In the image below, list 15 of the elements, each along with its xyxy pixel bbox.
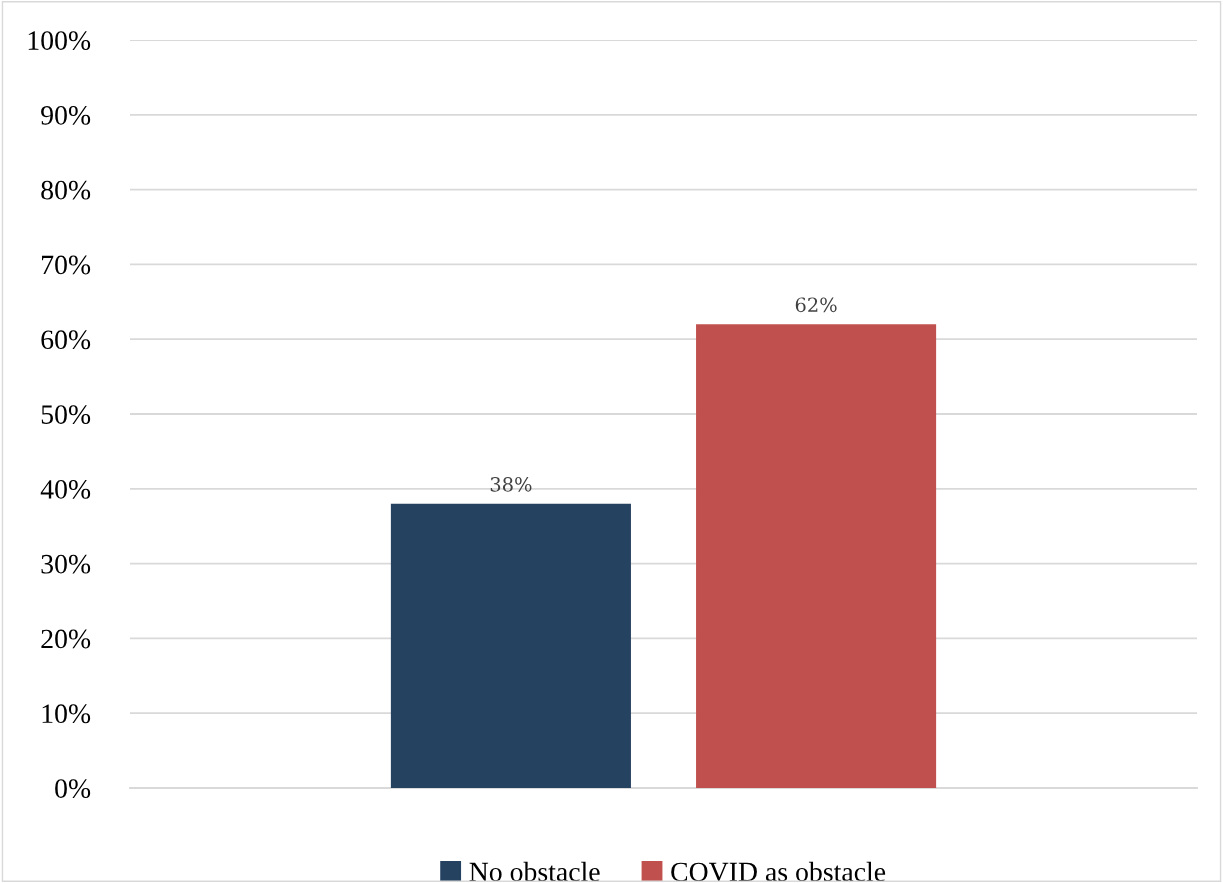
y-tick-label: 90% [41,105,91,125]
legend-label: No obstacle [469,861,600,882]
data-label: 38% [490,476,532,492]
y-tick-label: 0% [55,779,91,798]
legend-label: COVID as obstacle [671,861,886,882]
y-tick-label: 50% [41,405,91,424]
data-label: 62% [795,297,837,313]
y-tick-label: 80% [41,180,91,200]
y-tick-label: 70% [42,255,91,275]
y-tick-label: 30% [41,554,91,574]
y-tick-label: 100% [28,31,91,50]
y-tick-label: 20% [41,629,91,649]
y-tick-label: 10% [42,704,91,724]
y-tick-label: 60% [41,330,91,350]
y-tick-label: 40% [40,479,91,499]
